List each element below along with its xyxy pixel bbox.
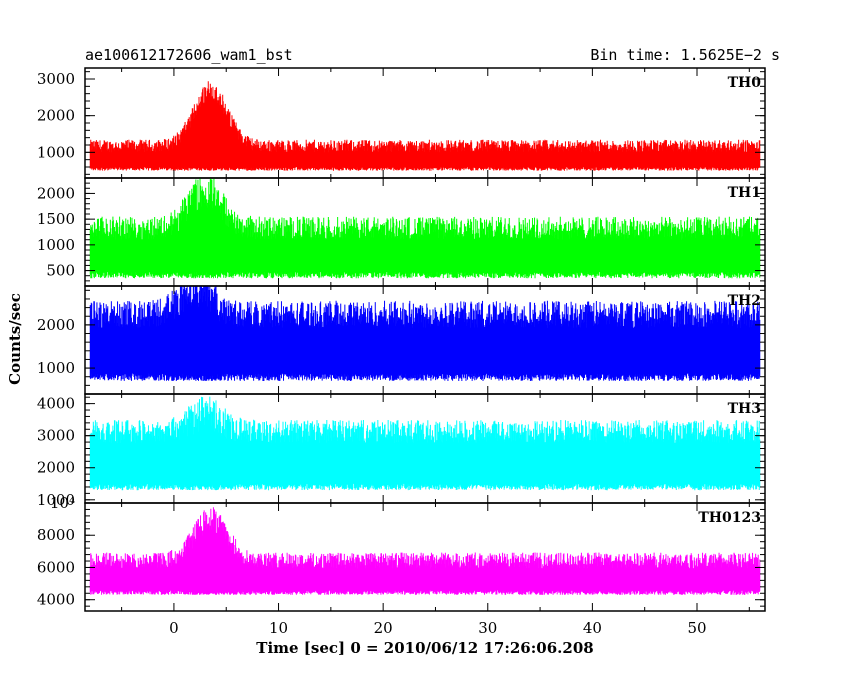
series-trace-th2 [89, 286, 761, 381]
y-tick-label: 1500 [37, 210, 75, 228]
panel-frame [84, 502, 766, 612]
panel-label: TH1 [728, 185, 761, 201]
x-tick-label: 0 [169, 619, 179, 637]
series-trace-th0 [89, 81, 761, 171]
series-trace-th3 [89, 396, 761, 491]
y-tick-label: 1000 [37, 143, 75, 161]
y-tick-label: 1000 [37, 236, 75, 254]
y-tick-label: 500 [46, 262, 75, 280]
x-tick-label: 10 [269, 619, 288, 637]
y-tick-label: 3000 [37, 427, 75, 445]
x-tick-label: 30 [478, 619, 497, 637]
y-tick-label: 6000 [37, 558, 75, 576]
y-tick-label: 1000 [37, 359, 75, 377]
chart-title: ae100612172606_wam1_bst [85, 46, 293, 64]
y-tick-label: 3000 [37, 70, 75, 88]
panel-th0123: 4000 6000 8000 10⁴ TH0123 [37, 494, 766, 612]
x-tick-label: 20 [374, 619, 393, 637]
y-tick-label: 10⁴ [50, 494, 75, 512]
x-axis-label: Time [sec] 0 = 2010/06/12 17:26:06.208 [256, 639, 594, 657]
panel-label: TH0 [728, 75, 762, 91]
panel-label: TH3 [728, 401, 761, 417]
y-tick-label: 2000 [37, 316, 75, 334]
y-tick-label: 1000 [37, 491, 75, 509]
y-tick-label: 4000 [37, 591, 75, 609]
y-axis-label: Counts/sec [6, 293, 24, 385]
y-tick-label: 2000 [37, 107, 75, 125]
series-trace-th0123 [89, 507, 761, 595]
panel-th2: 1000 2000 TH2 [37, 285, 766, 395]
panel-label: TH2 [728, 293, 761, 309]
panel-th3: 1000 2000 3000 4000 TH3 [37, 393, 766, 509]
y-tick-label: 2000 [37, 459, 75, 477]
panel-label: TH0123 [698, 510, 761, 526]
bin-time-label: Bin time: 1.5625E−2 s [590, 46, 780, 64]
y-tick-label: 4000 [37, 395, 75, 413]
series-trace-th1 [89, 178, 761, 279]
panel-th0: 1000 2000 3000 TH0 [37, 67, 766, 179]
x-tick-label: 50 [687, 619, 706, 637]
y-tick-label: 2000 [37, 184, 75, 202]
y-tick-label: 8000 [37, 526, 75, 544]
x-tick-label: 40 [583, 619, 602, 637]
panel-th1: 500 1000 1500 2000 TH1 [37, 177, 766, 287]
